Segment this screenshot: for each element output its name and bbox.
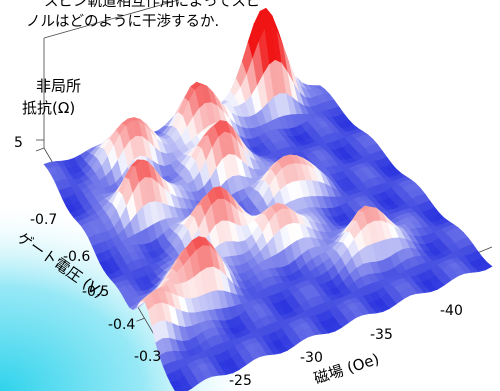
z-tick-label: 5 bbox=[14, 135, 23, 151]
back-wall-line bbox=[43, 0, 180, 39]
y-tick-mark bbox=[136, 317, 145, 322]
caption-line-1: スピン軌道相互作用によってスピ bbox=[44, 0, 260, 10]
y-tick-label: -0.7 bbox=[30, 212, 57, 228]
y-tick-label: -0.4 bbox=[108, 317, 135, 333]
z-axis-label-line-1: 非局所 bbox=[36, 77, 81, 95]
surface-mesh bbox=[43, 7, 493, 391]
y-tick-label: -0.6 bbox=[63, 249, 90, 265]
y-tick-label: -0.5 bbox=[82, 284, 109, 300]
x-tick-label: -25 bbox=[229, 373, 252, 389]
x-tick-label: -35 bbox=[370, 327, 393, 343]
y-tick-mark bbox=[35, 147, 45, 152]
z-axis-label-line-2: 抵抗(Ω) bbox=[22, 99, 75, 117]
y-tick-label: -0.3 bbox=[134, 349, 161, 365]
surface-patch bbox=[173, 387, 185, 391]
x-tick-label: -40 bbox=[440, 303, 463, 319]
x-tick-label: -30 bbox=[300, 350, 323, 366]
caption-line-2: ノルはどのように干渉するか. bbox=[26, 13, 219, 30]
